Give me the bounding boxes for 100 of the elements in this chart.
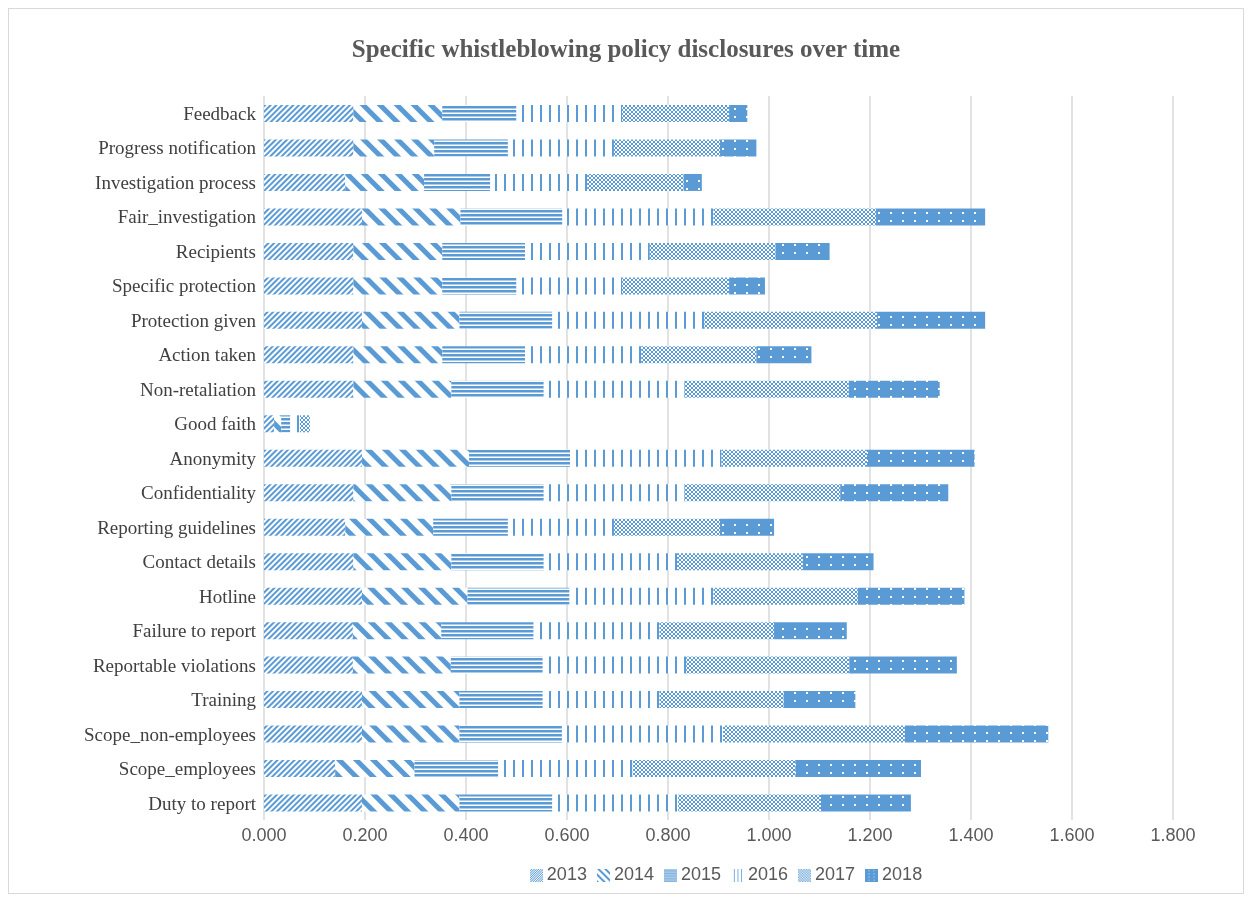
bar xyxy=(840,484,949,502)
bar xyxy=(677,553,803,571)
bar xyxy=(264,518,346,536)
bar xyxy=(467,587,570,605)
bar xyxy=(345,518,434,536)
bar xyxy=(552,794,679,812)
bar xyxy=(622,105,730,122)
bar xyxy=(783,691,856,709)
bar xyxy=(442,277,517,295)
bar xyxy=(543,380,685,398)
bar xyxy=(353,277,443,295)
bar xyxy=(264,760,336,778)
bar xyxy=(516,105,623,122)
bar xyxy=(441,622,534,640)
y-tick-label: Confidentiality xyxy=(140,482,257,504)
bar xyxy=(723,725,905,743)
bar xyxy=(876,208,986,226)
bar xyxy=(361,691,460,709)
bar xyxy=(424,173,491,191)
x-tick-label: 0.600 xyxy=(544,824,590,845)
y-tick-label: Good faith xyxy=(174,413,257,435)
bar xyxy=(264,691,362,709)
bar xyxy=(264,656,353,674)
bar xyxy=(542,691,660,709)
bar xyxy=(849,656,957,674)
bar xyxy=(460,208,563,226)
bar xyxy=(613,518,721,536)
y-tick-label: Feedback xyxy=(183,102,257,124)
bar xyxy=(352,622,442,640)
bar xyxy=(353,346,443,364)
x-tick-label: 1.200 xyxy=(847,824,893,845)
y-tick-label: Scope_employees xyxy=(118,758,256,780)
bar xyxy=(361,311,460,329)
bar xyxy=(353,105,443,122)
bar xyxy=(686,656,850,674)
bar xyxy=(459,311,553,329)
bar xyxy=(361,725,460,743)
x-tick-label: 0.800 xyxy=(645,824,691,845)
bar xyxy=(632,760,796,778)
y-tick-label: Contact details xyxy=(142,551,256,573)
bar xyxy=(721,449,867,467)
bar xyxy=(543,484,685,502)
bar xyxy=(857,587,965,605)
bar xyxy=(659,691,784,709)
bar xyxy=(774,622,847,640)
x-tick-label: 1.600 xyxy=(1049,824,1095,845)
bar xyxy=(729,105,748,122)
bar xyxy=(264,346,354,364)
bar xyxy=(459,794,553,812)
bar xyxy=(264,553,354,571)
legend-label: 2018 xyxy=(882,864,923,884)
x-tick-label: 1.000 xyxy=(746,824,792,845)
bar xyxy=(264,173,346,191)
legend-label: 2016 xyxy=(748,864,789,884)
y-tick-label: Failure to report xyxy=(132,620,257,642)
y-tick-label: Anonymity xyxy=(169,447,257,469)
x-tick-label: 0.000 xyxy=(241,824,287,845)
y-tick-label: Non-retaliation xyxy=(139,378,257,400)
y-tick-label: Scope_non-employees xyxy=(83,723,256,745)
bar xyxy=(720,518,775,536)
y-tick-label: Progress notification xyxy=(98,137,257,159)
bar xyxy=(264,105,354,122)
bar xyxy=(353,242,443,260)
bar xyxy=(613,139,721,157)
y-tick-label: Reporting guidelines xyxy=(97,516,256,538)
bar xyxy=(684,380,849,398)
bar xyxy=(543,553,678,571)
bar xyxy=(795,760,922,778)
bar xyxy=(507,518,614,536)
bar xyxy=(352,656,451,674)
bar xyxy=(866,449,975,467)
x-tick-label: 0.400 xyxy=(443,824,489,845)
bar xyxy=(353,380,452,398)
bar xyxy=(713,587,858,605)
bar xyxy=(821,794,911,812)
bar xyxy=(264,622,353,640)
bar xyxy=(290,415,300,433)
bar xyxy=(720,139,757,157)
bar xyxy=(659,622,775,640)
bar xyxy=(498,760,633,778)
bar xyxy=(525,346,642,364)
bar xyxy=(450,656,543,674)
chart-title: Specific whistleblowing policy disclosures over time xyxy=(350,35,902,63)
bar xyxy=(451,380,544,398)
bar xyxy=(525,242,650,260)
bar xyxy=(264,242,354,260)
x-tick-label: 0.200 xyxy=(342,824,388,845)
bar xyxy=(353,139,435,157)
legend-label: 2015 xyxy=(680,864,721,884)
bar xyxy=(459,691,543,709)
bar xyxy=(469,449,571,467)
bar xyxy=(683,173,702,191)
y-tick-label: Hotline xyxy=(199,585,256,607)
bar xyxy=(264,484,354,502)
bar xyxy=(264,311,362,329)
bar xyxy=(507,139,614,157)
bar xyxy=(264,277,354,295)
bar xyxy=(335,760,415,778)
bar xyxy=(569,587,714,605)
bar xyxy=(516,277,623,295)
